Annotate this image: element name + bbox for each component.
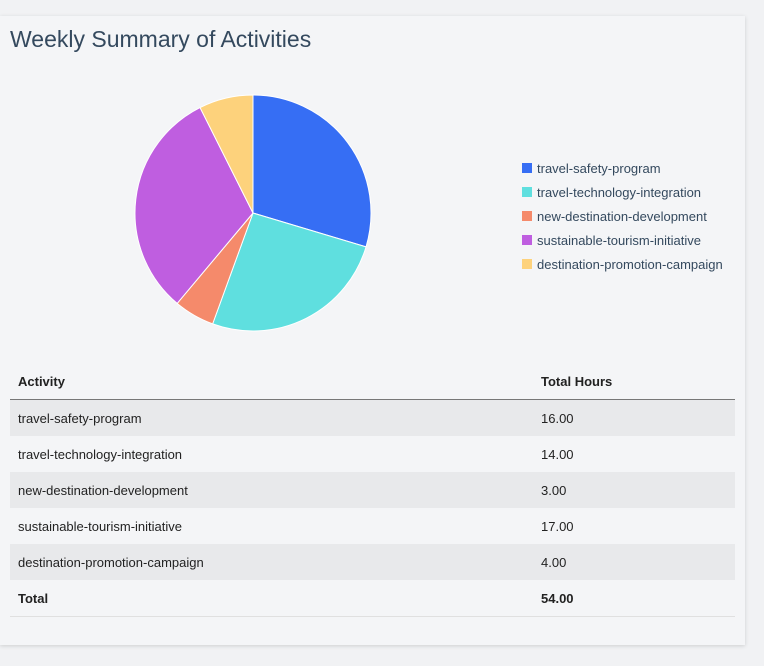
legend-item[interactable]: travel-safety-program (522, 156, 723, 180)
pie-slice-sustainable-tourism-initiative[interactable] (134, 106, 254, 305)
hours-cell: 17.00 (541, 518, 574, 534)
chart-legend: travel-safety-program travel-technology-i… (522, 156, 723, 276)
table-header-row: Activity Total Hours (10, 363, 735, 400)
pie-slice-travel-safety-program[interactable] (252, 94, 372, 248)
pie-slice-destination-promotion-campaign[interactable] (199, 94, 254, 214)
header-activity: Activity (10, 363, 533, 400)
activity-table: Activity Total Hours travel-safety-progr… (10, 363, 735, 617)
activity-cell: new-destination-development (10, 472, 533, 508)
total-label: Total (10, 580, 533, 617)
hours-cell: 16.00 (533, 399, 735, 436)
legend-label: new-destination-development (537, 208, 707, 224)
total-value: 54.00 (533, 580, 735, 617)
legend-swatch (522, 211, 532, 221)
legend-swatch (522, 163, 532, 173)
pie-slice-travel-technology-integration[interactable] (212, 212, 367, 332)
legend-label: sustainable-tourism-initiative (537, 232, 702, 248)
activity-cell: sustainable-tourism-initiative (18, 518, 183, 534)
table-row: sustainable-tourism-initiative 17.00 (10, 508, 735, 544)
table-row: travel-technology-integration 14.00 (10, 436, 735, 472)
hours-cell: 3.00 (533, 472, 735, 508)
legend-item[interactable]: sustainable-tourism-initiative (522, 228, 723, 252)
legend-label: travel-technology-integration (537, 184, 702, 200)
legend-item[interactable]: travel-technology-integration (522, 180, 723, 204)
header-total-hours: Total Hours (533, 363, 735, 400)
activity-cell: travel-safety-program (10, 399, 533, 436)
page-title: Weekly Summary of Activities (10, 26, 312, 52)
legend-item[interactable]: new-destination-development (522, 204, 723, 228)
summary-card: Weekly Summary of Activities travel-safe… (0, 16, 745, 645)
pie-chart (134, 94, 372, 332)
table-row: new-destination-development 3.00 (10, 472, 735, 508)
activity-cell: destination-promotion-campaign (10, 544, 533, 580)
hours-cell: 14.00 (541, 446, 574, 462)
table-row: travel-safety-program 16.00 (10, 399, 735, 436)
legend-swatch (522, 187, 532, 197)
total-row: Total 54.00 (10, 580, 735, 617)
legend-swatch (522, 259, 532, 269)
legend-label: destination-promotion-campaign (537, 256, 723, 272)
legend-label: travel-safety-program (537, 160, 661, 176)
legend-swatch (522, 235, 532, 245)
legend-item[interactable]: destination-promotion-campaign (522, 252, 723, 276)
table-row: destination-promotion-campaign 4.00 (10, 544, 735, 580)
activity-cell: travel-technology-integration (18, 446, 183, 462)
hours-cell: 4.00 (533, 544, 735, 580)
